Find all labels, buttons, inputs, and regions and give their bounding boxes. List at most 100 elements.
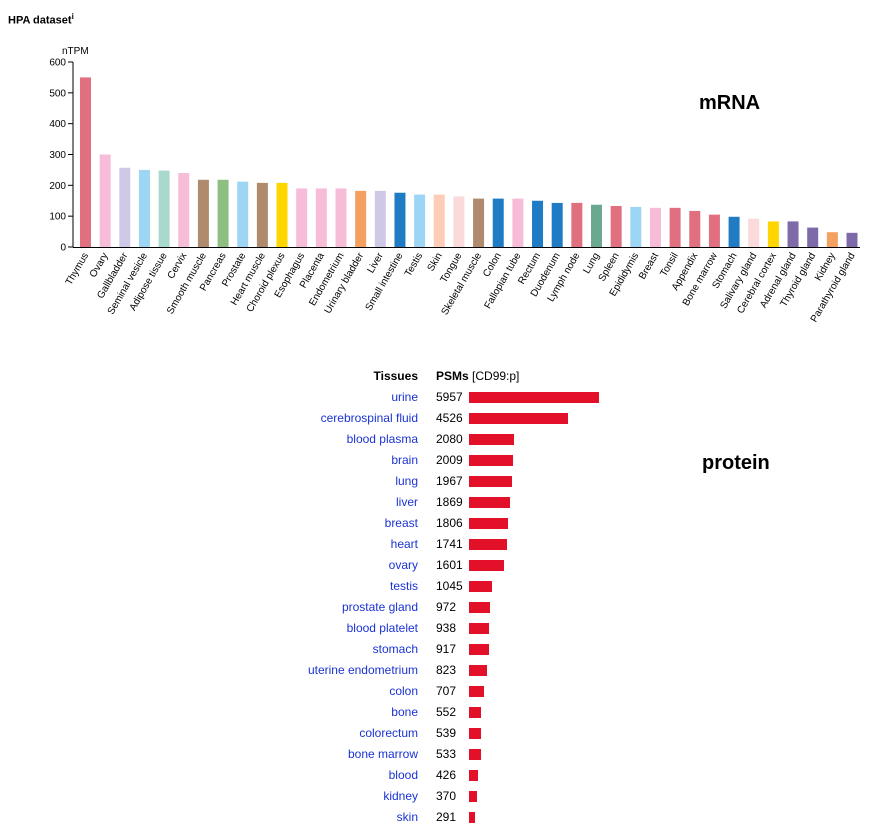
psms-header-label: PSMs [436, 369, 469, 383]
bar-pancreas[interactable] [217, 179, 229, 247]
bar-choroid-plexus[interactable] [276, 182, 288, 247]
bar-lung[interactable] [591, 204, 602, 247]
bar-salivary-gland[interactable] [748, 218, 760, 247]
psm-count: 370 [436, 789, 457, 803]
tissue-link[interactable]: skin [396, 810, 418, 824]
bar-lymph-node[interactable] [571, 202, 583, 247]
bar-kidney[interactable] [826, 232, 838, 247]
tissue-link[interactable]: stomach [372, 642, 418, 656]
protein-row: testis 1045 [0, 576, 875, 597]
psms-column-header: PSMs [CD99:p] [436, 366, 519, 387]
protein-row: prostate gland 972 [0, 597, 875, 618]
y-axis-label: nTPM [62, 46, 89, 57]
protein-row: cerebrospinal fluid 4526 [0, 408, 875, 429]
bar-bone-marrow[interactable] [708, 214, 720, 247]
bar-colon[interactable] [492, 198, 504, 247]
bar-rectum[interactable] [532, 200, 544, 247]
protein-row: ovary 1601 [0, 555, 875, 576]
bar-heart-muscle[interactable] [256, 182, 268, 247]
protein-row: breast 1806 [0, 513, 875, 534]
psm-count: 2009 [436, 453, 463, 467]
protein-row: bone marrow 533 [0, 744, 875, 765]
psm-count: 539 [436, 726, 457, 740]
tissue-link[interactable]: blood plasma [346, 432, 418, 446]
tissue-link[interactable]: bone marrow [347, 747, 418, 761]
bar-adipose-tissue[interactable] [158, 170, 170, 247]
psm-count: 1806 [436, 516, 463, 530]
bar-cerebral-cortex[interactable] [767, 221, 779, 247]
psm-bar [469, 518, 509, 529]
bar-gallbladder[interactable] [119, 167, 131, 247]
x-tick-label: Testis [403, 251, 425, 279]
bar-spleen[interactable] [610, 205, 622, 247]
protein-row: lung 1967 [0, 471, 875, 492]
y-tick-label: 400 [49, 119, 66, 130]
tissue-link[interactable]: heart [390, 537, 418, 551]
psm-count: 533 [436, 747, 457, 761]
tissue-link[interactable]: liver [395, 495, 418, 509]
psm-count: 938 [436, 621, 457, 635]
psm-count: 2080 [436, 432, 463, 446]
tissue-link[interactable]: prostate gland [341, 600, 418, 614]
bar-tongue[interactable] [453, 196, 465, 247]
bar-placenta[interactable] [315, 188, 327, 247]
tissue-link[interactable]: brain [391, 453, 418, 467]
psm-count: 823 [436, 663, 457, 677]
bar-breast[interactable] [649, 207, 661, 247]
tissue-link[interactable]: bone [391, 705, 418, 719]
bar-prostate[interactable] [237, 181, 249, 247]
tissue-link[interactable]: ovary [388, 558, 418, 572]
psm-bar [469, 392, 599, 403]
bar-tonsil[interactable] [669, 207, 681, 247]
bar-ovary[interactable] [99, 154, 111, 248]
bar-duodenum[interactable] [551, 202, 563, 247]
protein-row: liver 1869 [0, 492, 875, 513]
bar-endometrium[interactable] [335, 188, 347, 247]
bar-esophagus[interactable] [296, 188, 308, 247]
bar-cervix[interactable] [178, 173, 190, 247]
bar-fallopian-tube[interactable] [512, 198, 524, 247]
bar-seminal-vesicle[interactable] [138, 169, 150, 247]
bar-smooth-muscle[interactable] [197, 179, 209, 247]
bar-small-intestine[interactable] [394, 192, 406, 247]
tissue-link[interactable]: testis [389, 579, 418, 593]
psm-count: 1601 [436, 558, 463, 572]
psm-bar [469, 455, 513, 466]
bar-stomach[interactable] [728, 216, 740, 247]
psm-bar [469, 749, 481, 760]
bar-parathyroid-gland[interactable] [846, 232, 858, 247]
tissue-link[interactable]: kidney [383, 789, 418, 803]
psm-count: 5957 [436, 390, 463, 404]
bar-urinary-bladder[interactable] [355, 190, 367, 247]
protein-row: heart 1741 [0, 534, 875, 555]
bar-skeletal-muscle[interactable] [473, 198, 485, 247]
protein-row: colorectum 539 [0, 723, 875, 744]
tissue-link[interactable]: uterine endometrium [307, 663, 418, 677]
tissue-link[interactable]: colorectum [359, 726, 418, 740]
info-icon[interactable]: i [71, 12, 74, 21]
tissue-link[interactable]: blood [388, 768, 418, 782]
psm-bar [469, 602, 491, 613]
tissue-link[interactable]: breast [384, 516, 418, 530]
psm-bar [469, 497, 510, 508]
bar-testis[interactable] [414, 194, 426, 247]
tissue-link[interactable]: urine [391, 390, 418, 404]
y-tick-label: 600 [49, 58, 66, 69]
bar-appendix[interactable] [689, 210, 701, 247]
bar-adrenal-gland[interactable] [787, 221, 799, 247]
tissue-link[interactable]: cerebrospinal fluid [320, 411, 418, 425]
tissue-link[interactable]: colon [389, 684, 418, 698]
tissue-link[interactable]: lung [395, 474, 418, 488]
bar-liver[interactable] [374, 190, 386, 247]
tissue-link[interactable]: blood platelet [346, 621, 418, 635]
y-tick-label: 0 [60, 243, 66, 254]
bar-thyroid-gland[interactable] [807, 227, 819, 247]
bar-skin[interactable] [433, 194, 445, 247]
dataset-title: HPA dataseti [8, 12, 74, 27]
bar-epididymis[interactable] [630, 206, 642, 247]
psm-count: 917 [436, 642, 457, 656]
bar-thymus[interactable] [80, 77, 91, 248]
tissues-column-header: Tissues [373, 369, 418, 383]
psm-bar [469, 539, 507, 550]
